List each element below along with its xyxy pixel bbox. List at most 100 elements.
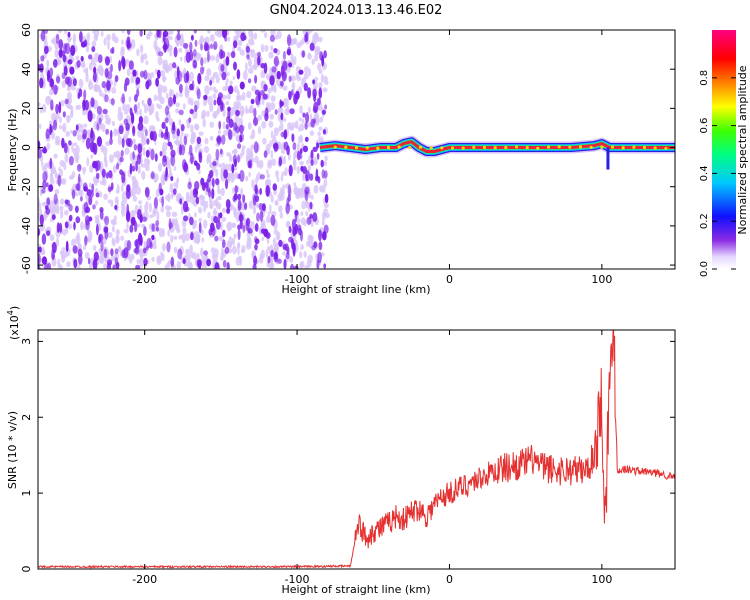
noise-blob	[192, 187, 198, 198]
noise-speck	[86, 32, 91, 42]
noise-speck	[155, 188, 159, 198]
noise-blob	[260, 228, 266, 234]
noise-blob	[126, 184, 131, 193]
noise-speck	[133, 180, 139, 188]
noise-blob	[219, 148, 223, 155]
noise-speck	[305, 241, 311, 247]
noise-blob	[151, 234, 155, 241]
noise-speck	[276, 231, 281, 241]
noise-speck	[299, 188, 304, 199]
noise-blob	[68, 140, 72, 146]
noise-blob	[45, 128, 50, 140]
noise-blob	[91, 183, 95, 192]
noise-speck	[213, 199, 218, 207]
noise-speck	[233, 105, 239, 111]
noise-speck	[43, 162, 48, 171]
noise-blob	[105, 56, 110, 66]
noise-speck	[202, 118, 206, 128]
noise-blob	[236, 69, 241, 80]
noise-blob	[213, 99, 217, 106]
noise-blob	[115, 163, 120, 170]
noise-speck	[142, 53, 148, 60]
noise-speck	[105, 119, 110, 125]
noise-speck	[111, 220, 117, 226]
ridge-dot	[440, 146, 444, 150]
noise-speck	[125, 58, 130, 64]
ridge-dot	[589, 145, 593, 149]
noise-speck	[323, 178, 328, 187]
noise-blob	[237, 224, 241, 230]
noise-speck	[78, 78, 84, 89]
noise-speck	[245, 153, 249, 162]
noise-blob	[80, 55, 84, 62]
noise-blob	[70, 45, 76, 56]
noise-speck	[262, 137, 267, 145]
noise-blob	[164, 105, 170, 116]
noise-blob	[189, 108, 194, 115]
noise-blob	[119, 169, 124, 176]
noise-blob	[154, 153, 158, 162]
noise-speck	[107, 232, 113, 238]
noise-speck	[303, 250, 307, 258]
noise-blob	[238, 214, 244, 222]
noise-speck	[111, 225, 115, 233]
noise-blob	[42, 180, 47, 190]
noise-blob	[145, 149, 150, 158]
noise-speck	[206, 68, 212, 77]
noise-speck	[247, 122, 252, 130]
noise-speck	[157, 88, 163, 97]
noise-speck	[307, 164, 312, 172]
noise-speck	[261, 236, 264, 242]
noise-speck	[299, 251, 303, 259]
noise-blob	[322, 129, 326, 135]
noise-speck	[215, 75, 220, 84]
ridge-dot	[450, 146, 455, 150]
noise-speck	[228, 236, 233, 246]
noise-blob	[112, 264, 116, 269]
noise-blob	[156, 69, 161, 79]
noise-speck	[84, 123, 88, 128]
noise-speck	[90, 154, 94, 159]
noise-blob	[302, 145, 309, 153]
noise-speck	[314, 53, 319, 62]
noise-speck	[241, 91, 246, 101]
noise-blob	[292, 142, 297, 151]
noise-blob	[133, 248, 138, 254]
noise-speck	[143, 105, 148, 114]
noise-blob	[80, 41, 87, 48]
noise-blob	[131, 165, 136, 172]
noise-speck	[220, 221, 223, 231]
noise-speck	[153, 94, 158, 102]
noise-speck	[154, 68, 158, 75]
noise-blob	[85, 137, 91, 150]
noise-speck	[285, 220, 291, 228]
noise-speck	[298, 117, 303, 122]
noise-blob	[62, 111, 66, 118]
noise-blob	[51, 214, 56, 220]
noise-speck	[209, 103, 214, 113]
noise-speck	[196, 252, 200, 261]
noise-blob	[254, 184, 258, 195]
noise-blob	[166, 241, 171, 253]
noise-blob	[276, 70, 281, 80]
noise-speck	[60, 198, 65, 205]
noise-blob	[318, 229, 322, 242]
noise-speck	[274, 85, 277, 94]
noise-blob	[45, 208, 51, 215]
noise-blob	[265, 232, 271, 239]
noise-speck	[87, 233, 92, 243]
noise-blob	[270, 214, 276, 226]
noise-speck	[234, 115, 240, 124]
noise-blob	[311, 245, 316, 251]
noise-blob	[53, 59, 58, 68]
noise-speck	[70, 129, 73, 134]
snr-axes: -200 -100 0 100 0 1 2 3	[20, 330, 675, 586]
noise-blob	[110, 182, 114, 191]
noise-blob	[196, 162, 201, 171]
snr-series-line	[38, 330, 675, 569]
noise-blob	[161, 195, 164, 207]
noise-blob	[103, 248, 108, 259]
y-tick-label: 0	[20, 144, 33, 151]
noise-blob	[135, 160, 138, 172]
noise-speck	[176, 228, 181, 234]
